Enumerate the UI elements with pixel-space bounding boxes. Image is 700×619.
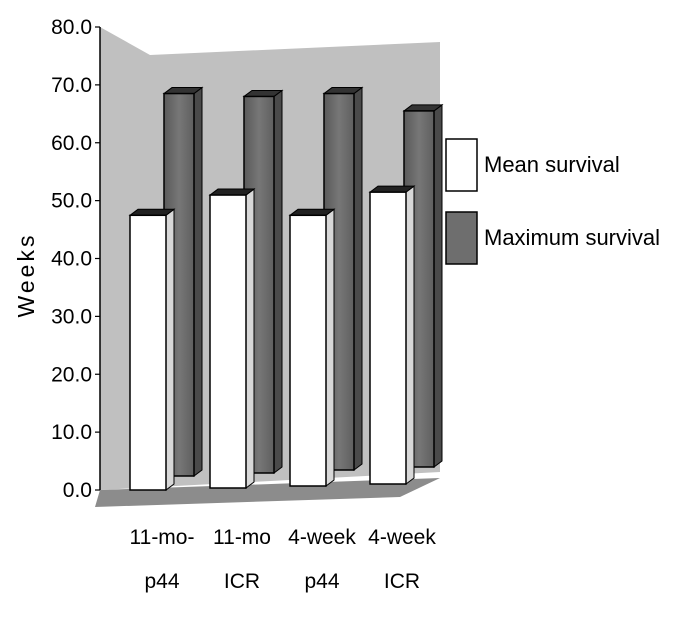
y-tick-label: 80.0 xyxy=(51,16,92,39)
y-axis-ticks: 0.0 10.0 20.0 30.0 40.0 50.0 60.0 70.0 80.0 xyxy=(51,16,100,502)
y-tick-label: 10.0 xyxy=(51,421,92,444)
category-label-line2: ICR xyxy=(224,570,260,593)
y-tick-label: 0.0 xyxy=(63,479,92,502)
category-label-line2: ICR xyxy=(384,570,420,593)
category-label-line2: p44 xyxy=(304,570,339,593)
legend-swatch-max xyxy=(445,211,478,265)
floor xyxy=(95,478,440,507)
y-tick-label: 30.0 xyxy=(51,305,92,328)
category-label-line1: 4-week xyxy=(368,526,436,549)
mean-survival-bar xyxy=(208,188,256,489)
mean-survival-bar xyxy=(288,208,336,487)
y-tick-label: 20.0 xyxy=(51,363,92,386)
y-axis-label: Weeks xyxy=(13,233,39,318)
y-tick-label: 40.0 xyxy=(51,248,92,271)
legend-swatch-mean xyxy=(445,138,478,192)
category-labels: 11-mo-p44 11-mo ICR 4-week p44 4-week ICR xyxy=(130,526,437,593)
category-label-line2: p44 xyxy=(144,570,179,593)
legend-label-max: Maximum survival xyxy=(484,225,660,250)
mean-survival-bar xyxy=(368,185,416,485)
mean-survival-bars xyxy=(128,185,416,491)
category-label-line1: 4-week xyxy=(288,526,356,549)
y-tick-label: 70.0 xyxy=(51,74,92,97)
y-tick-label: 50.0 xyxy=(51,190,92,213)
legend-label-mean: Mean survival xyxy=(484,152,620,177)
mean-survival-bar xyxy=(128,208,176,491)
y-tick-label: 60.0 xyxy=(51,132,92,155)
category-label-line1: 11-mo- xyxy=(130,526,195,549)
category-label-line1: 11-mo xyxy=(213,526,271,549)
